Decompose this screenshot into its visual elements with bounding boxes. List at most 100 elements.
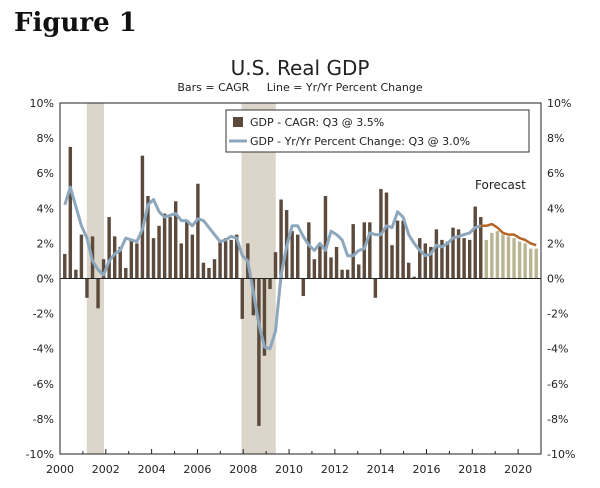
cagr-bar [318, 243, 322, 279]
y-tick-label-right: -4% [547, 343, 568, 356]
cagr-bar [506, 236, 511, 279]
cagr-bar [229, 239, 233, 279]
y-tick-label-left: 6% [37, 167, 54, 180]
cagr-bar [68, 146, 73, 279]
figure-label: Figure 1 [14, 8, 137, 38]
cagr-bar [223, 238, 228, 279]
legend-label-yoy: GDP - Yr/Yr Percent Change: Q3 @ 3.0% [250, 135, 470, 148]
cagr-bar [146, 196, 150, 279]
cagr-bar [406, 262, 411, 279]
cagr-bar [234, 234, 239, 279]
y-tick-label-left: 8% [37, 132, 54, 145]
y-tick-label-right: 4% [547, 202, 564, 215]
cagr-bar [501, 234, 505, 279]
chart-subtitle: Bars = CAGR Line = Yr/Yr Percent Change [177, 81, 422, 94]
y-tick-label-left: -8% [33, 413, 54, 426]
cagr-bar [329, 257, 333, 279]
cagr-bar [296, 234, 300, 279]
cagr-bar [301, 278, 305, 297]
legend-label-cagr: GDP - CAGR: Q3 @ 3.5% [250, 116, 384, 129]
cagr-bar [340, 269, 344, 279]
cagr-bar [357, 264, 361, 279]
cagr-bar [140, 155, 145, 279]
x-tick-label: 2016 [412, 463, 440, 476]
x-tick-label: 2004 [138, 463, 166, 476]
cagr-bar [473, 206, 477, 279]
yoy-line-forecast [480, 222, 537, 247]
y-tick-label-left: -10% [26, 448, 54, 461]
cagr-bar [79, 234, 84, 279]
cagr-bar [345, 269, 350, 279]
cagr-bar [201, 262, 206, 279]
yoy-line-actual [63, 185, 482, 351]
cagr-bar [268, 278, 272, 290]
y-tick-labels: 10% 10% 8% 8% 6% 6% 4% 4% 2% 2% 0% 0% -2% -2% -4% -4% -6… [26, 97, 576, 461]
y-tick-label-left: 4% [37, 202, 54, 215]
cagr-bar [290, 231, 294, 279]
y-tick-label-right: -2% [547, 308, 568, 321]
cagr-bar [151, 238, 156, 279]
cagr-bar [85, 278, 89, 298]
cagr-bar [207, 267, 211, 279]
cagr-bar [262, 278, 267, 356]
cagr-bar [429, 246, 433, 279]
x-tick-label: 2014 [367, 463, 395, 476]
cagr-bar [462, 238, 466, 279]
x-tick-label: 2006 [183, 463, 211, 476]
cagr-bar [240, 278, 244, 319]
cagr-bar [456, 229, 461, 279]
cagr-bar [63, 253, 67, 279]
y-tick-label-right: 10% [547, 97, 571, 110]
cagr-bar [412, 276, 416, 279]
cagr-bar [312, 259, 317, 279]
cagr-bar [495, 231, 500, 279]
y-tick-label-left: 2% [37, 237, 54, 250]
cagr-bar [323, 196, 328, 279]
y-tick-label-right: 6% [547, 167, 564, 180]
cagr-bar [157, 225, 161, 279]
cagr-bar [173, 201, 178, 279]
y-tick-label-right: -6% [547, 378, 568, 391]
cagr-bar [390, 245, 394, 279]
cagr-bar [490, 232, 494, 279]
cagr-bar [445, 241, 450, 279]
x-tick-label: 2008 [229, 463, 257, 476]
cagr-bar [162, 213, 167, 279]
legend-bar-swatch [233, 117, 243, 127]
cagr-bar [434, 229, 439, 279]
cagr-bars [63, 146, 538, 426]
cagr-bar [307, 222, 311, 279]
legend: GDP - CAGR: Q3 @ 3.5% GDP - Yr/Yr Percen… [225, 109, 530, 153]
cagr-bar [112, 236, 117, 279]
chart-title: U.S. Real GDP [231, 56, 370, 80]
x-tick-label: 2012 [321, 463, 349, 476]
yoy-line [63, 185, 537, 351]
cagr-bar [257, 278, 261, 426]
cagr-bar [334, 246, 339, 279]
y-tick-label-left: 10% [30, 97, 54, 110]
cagr-bar [467, 239, 472, 279]
y-tick-label-left: -4% [33, 343, 54, 356]
y-tick-label-right: 0% [547, 273, 564, 286]
cagr-bar [368, 222, 372, 279]
forecast-label: Forecast [475, 178, 526, 192]
cagr-bar [484, 239, 489, 279]
axes [59, 102, 542, 455]
cagr-bar [118, 246, 122, 279]
x-tick-label: 2010 [275, 463, 303, 476]
cagr-bar [212, 259, 217, 279]
cagr-bar [185, 220, 189, 279]
cagr-bar [218, 239, 222, 279]
cagr-bar [451, 227, 455, 279]
cagr-bar [517, 241, 522, 279]
cagr-bar [528, 248, 533, 279]
y-tick-label-left: -6% [33, 378, 54, 391]
x-tick-label: 2020 [504, 463, 532, 476]
cagr-bar [384, 192, 389, 279]
cagr-bar [101, 259, 106, 279]
cagr-bar [401, 220, 405, 279]
y-tick-label-right: -8% [547, 413, 568, 426]
cagr-bar [190, 234, 195, 279]
cagr-bar [362, 222, 367, 279]
